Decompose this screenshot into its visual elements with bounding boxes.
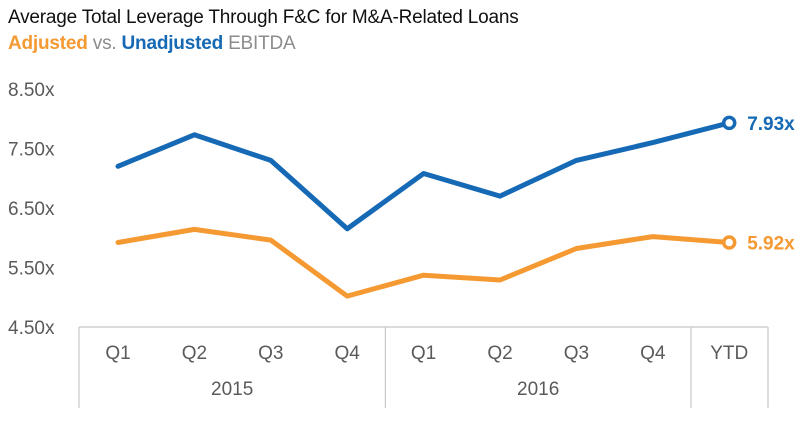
end-point-marker-adjusted bbox=[721, 235, 737, 250]
x-tick-label: Q3 bbox=[258, 343, 283, 364]
subtitle-unadjusted: Unadjusted bbox=[121, 33, 224, 54]
subtitle-vs: vs. bbox=[87, 33, 122, 54]
subtitle-ebitda: EBITDA bbox=[222, 33, 296, 54]
x-tick-label: Q2 bbox=[182, 343, 207, 364]
chart-subtitle: Adjusted vs. Unadjusted EBITDA bbox=[8, 33, 296, 55]
x-tick-label: Q1 bbox=[411, 343, 436, 364]
x-group-label: 2015 bbox=[211, 379, 253, 400]
x-tick-label: Q2 bbox=[487, 343, 512, 364]
y-tick-label: 5.50x bbox=[8, 259, 55, 280]
y-tick-label: 7.50x bbox=[8, 140, 55, 161]
x-tick-label: Q3 bbox=[564, 343, 589, 364]
x-tick-label: YTD bbox=[710, 343, 748, 364]
series-line-adjusted bbox=[115, 226, 732, 299]
subtitle-adjusted: Adjusted bbox=[8, 33, 88, 54]
end-value-label-unadjusted: 7.93x bbox=[747, 114, 795, 135]
end-value-label-adjusted: 5.92x bbox=[747, 234, 795, 255]
x-tick-label: Q4 bbox=[640, 343, 666, 364]
x-tick-label: Q1 bbox=[105, 343, 130, 364]
chart-title: Average Total Leverage Through F&C for M… bbox=[8, 7, 519, 28]
series-line-unadjusted bbox=[115, 120, 732, 232]
y-tick-label: 8.50x bbox=[8, 80, 55, 101]
y-tick-label: 4.50x bbox=[8, 318, 55, 339]
x-tick-label: Q4 bbox=[335, 343, 361, 364]
y-tick-label: 6.50x bbox=[8, 199, 55, 220]
x-group-label: 2016 bbox=[517, 379, 559, 400]
end-point-marker-unadjusted bbox=[721, 115, 737, 131]
